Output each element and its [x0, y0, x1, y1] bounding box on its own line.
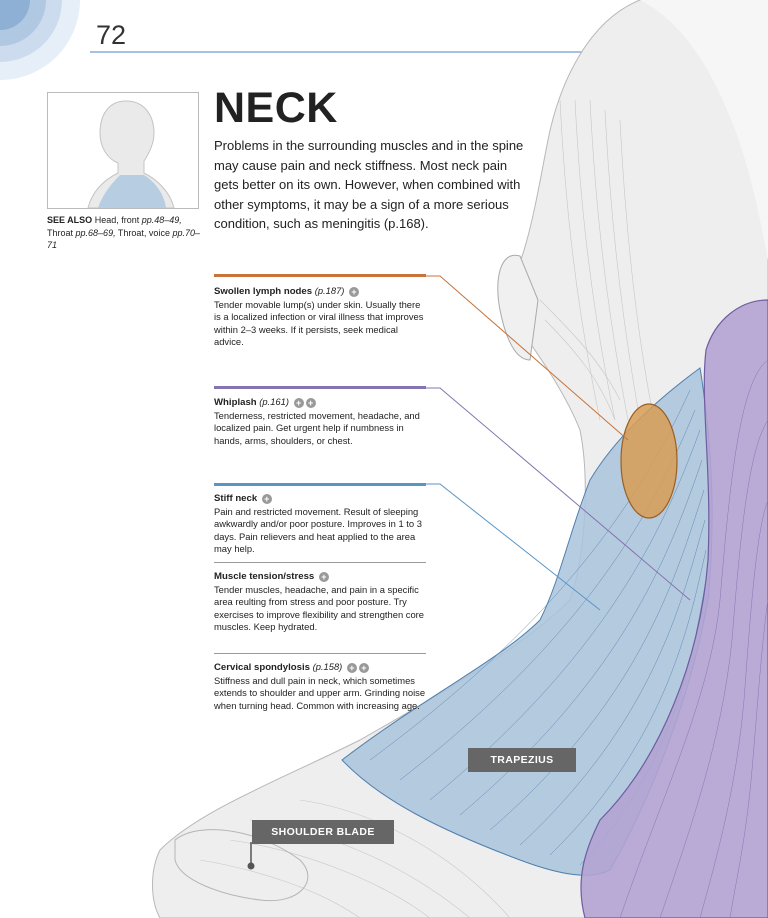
shoulder-blade-outline — [174, 829, 309, 902]
see-also-link[interactable]: Throat pp.68–69, — [47, 227, 116, 238]
entry-text: Tender muscles, headache, and pain in a … — [214, 583, 424, 633]
entry-whiplash: Whiplash (p.161) + + Tenderness, restrict… — [214, 396, 426, 447]
shoulder-blade-label: SHOULDER BLADE — [252, 820, 394, 844]
lymph-node — [620, 403, 678, 519]
plus-circle-icon: + — [346, 663, 357, 673]
see-also-block: SEE ALSO Head, front pp.48–49, Throat pp… — [47, 214, 203, 252]
whiplash-leader-line — [426, 387, 691, 601]
entry-text: Stiffness and dull pain in neck, which s… — [214, 674, 426, 711]
plus-circle-icon: + — [261, 494, 272, 504]
intro-paragraph: Problems in the surrounding muscles and … — [214, 138, 524, 231]
whiplash-rule — [214, 386, 426, 389]
plus-circle-icon: + — [305, 398, 316, 408]
see-also-thumbnail — [47, 92, 199, 209]
entry-cervical-spondylosis: Cervical spondylosis (p.158) + + Stiffnes… — [214, 661, 426, 711]
entry-stiff-neck: Stiff neck + Pain and restricted movemen… — [214, 492, 426, 556]
page-title: NECK — [214, 84, 338, 132]
purple-muscle — [580, 299, 768, 918]
stiff-neck-leader-line — [426, 483, 601, 611]
entry-swollen-lymph-nodes: Swollen lymph nodes (p.187) + Tender mov… — [214, 285, 426, 349]
see-also-link[interactable]: Throat, voice pp.70–71 — [47, 227, 200, 251]
trapezius-label: TRAPEZIUS — [468, 748, 576, 772]
entry-text: Tender movable lump(s) under skin. Usual… — [214, 298, 424, 348]
head-thumbnail-icon — [87, 100, 175, 208]
plus-circle-icon: + — [349, 287, 360, 297]
plus-circle-icon: + — [318, 572, 329, 582]
plus-circle-icon: + — [358, 663, 369, 673]
divider — [214, 562, 426, 563]
stiff-neck-rule — [214, 483, 426, 486]
entry-text: Pain and restricted movement. Result of … — [214, 505, 422, 555]
ear — [497, 254, 539, 361]
see-also-label: SEE ALSO — [47, 215, 93, 225]
entry-text: Tenderness, restricted movement, headach… — [214, 409, 420, 446]
entry-muscle-tension: Muscle tension/stress + Tender muscles, … — [214, 571, 424, 633]
page-number: 72 — [96, 20, 127, 50]
see-also-link[interactable]: Head, front pp.48–49, — [94, 215, 182, 225]
plus-circle-icon: + — [293, 398, 304, 408]
divider — [214, 653, 426, 654]
lymph-leader-line — [426, 275, 629, 441]
corner-decoration — [0, 0, 80, 80]
lymph-rule — [214, 274, 426, 277]
